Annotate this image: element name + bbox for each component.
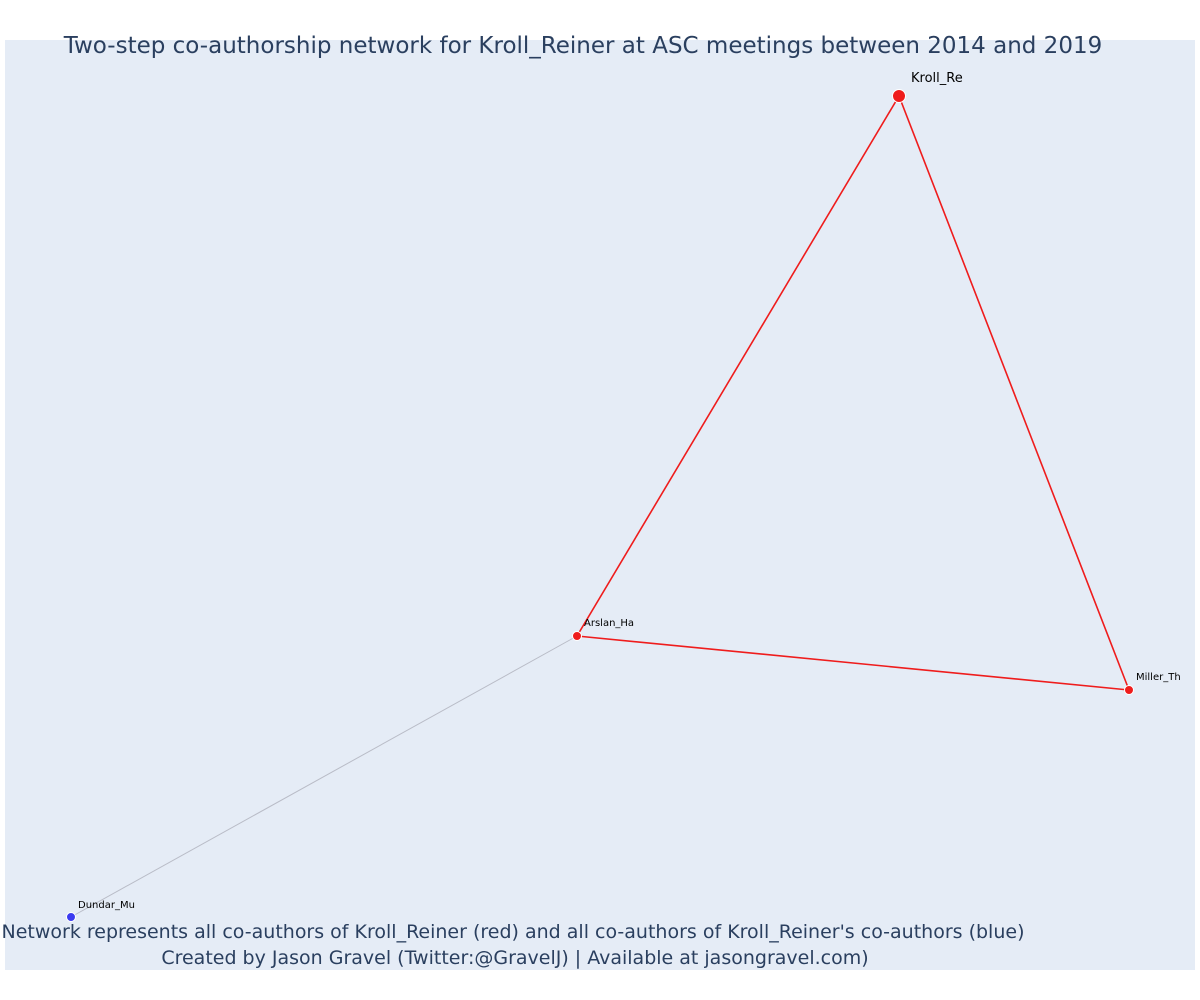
node-kroll-re[interactable] bbox=[892, 89, 906, 103]
edges-layer bbox=[70, 95, 1130, 918]
annotation-line-2: Created by Jason Gravel (Twitter:@Gravel… bbox=[161, 947, 868, 969]
chart-title: Two-step co-authorship network for Kroll… bbox=[63, 33, 1102, 59]
nodes-layer bbox=[66, 89, 1134, 922]
node-label-kroll-re: Kroll_Re bbox=[911, 71, 963, 86]
node-arslan-ha[interactable] bbox=[572, 631, 582, 641]
node-miller-th[interactable] bbox=[1124, 685, 1134, 695]
node-label-dundar-mu: Dundar_Mu bbox=[78, 900, 135, 911]
labels-layer: Kroll_Re Arslan_Ha Miller_Th Dundar_Mu bbox=[78, 71, 1181, 911]
annotation-line-1: Network represents all co-authors of Kro… bbox=[2, 921, 1025, 943]
edge-arslan-ha-miller-th bbox=[576, 635, 1130, 691]
edge-arslan-ha-dundar-mu bbox=[70, 635, 578, 918]
node-dundar-mu[interactable] bbox=[66, 912, 76, 922]
edge-kroll-re-arslan-ha bbox=[576, 95, 900, 637]
plot-background bbox=[5, 40, 1195, 970]
edge-kroll-re-miller-th bbox=[898, 95, 1130, 691]
node-label-arslan-ha: Arslan_Ha bbox=[584, 618, 634, 629]
node-label-miller-th: Miller_Th bbox=[1136, 672, 1181, 683]
